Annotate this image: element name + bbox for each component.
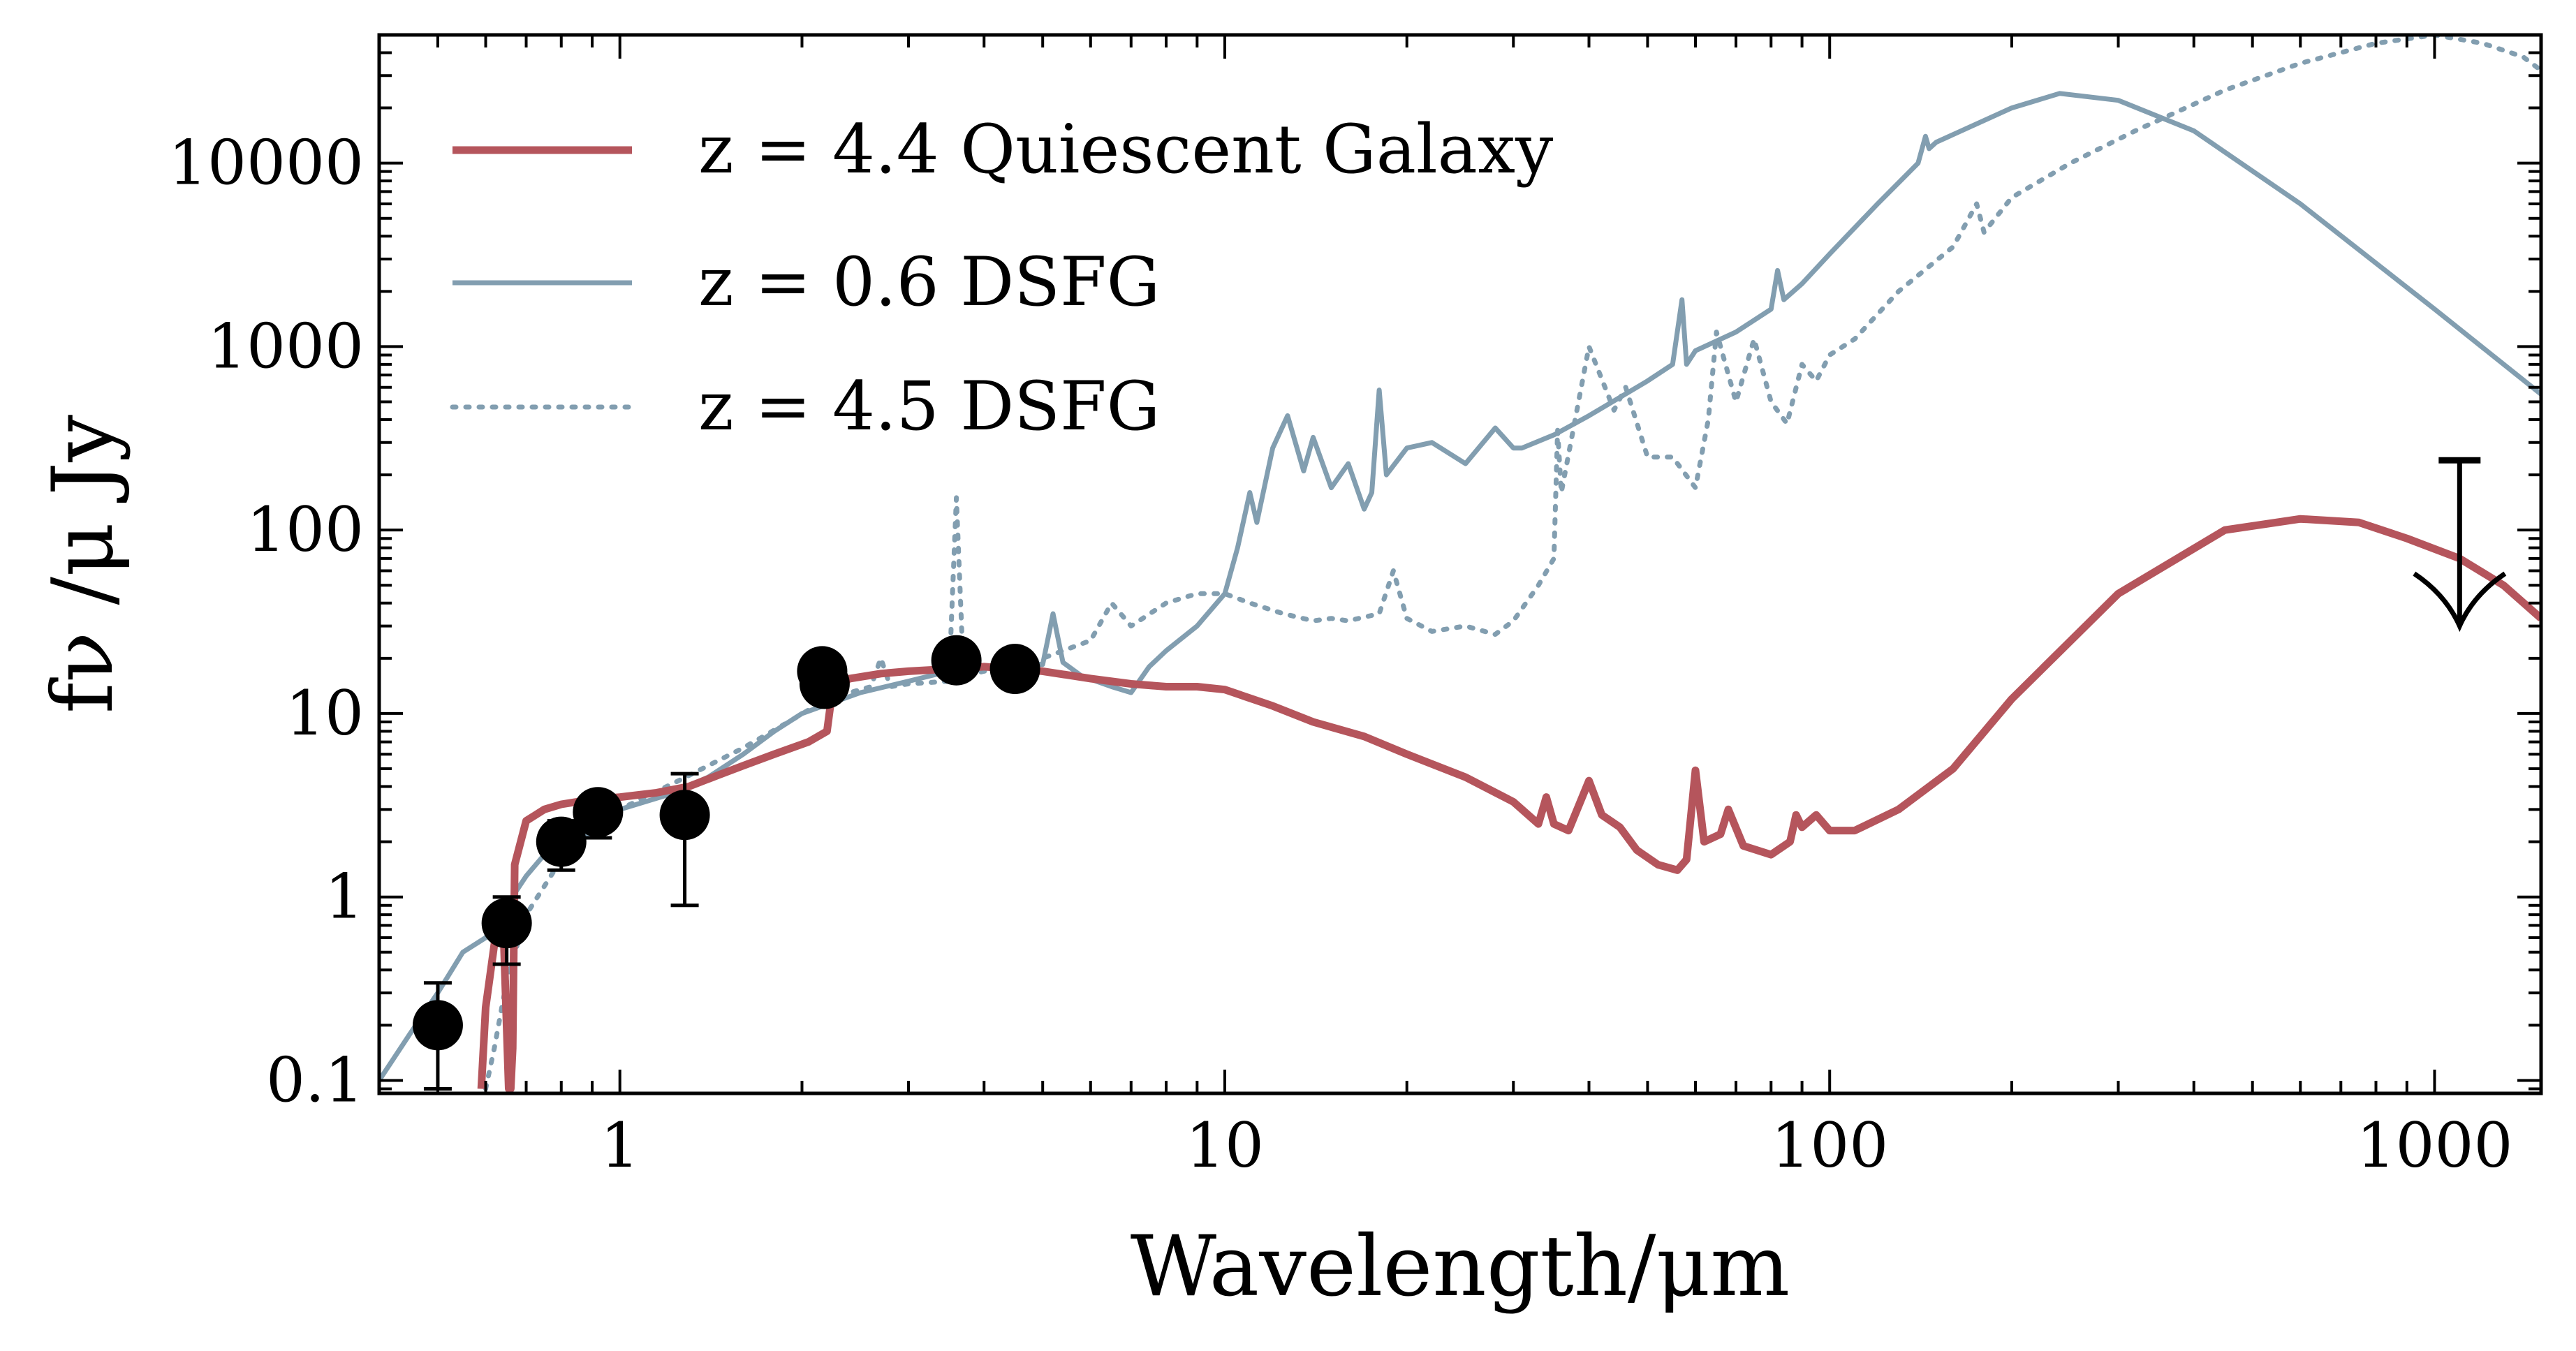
- y-axis-label: fν /μ Jy: [35, 415, 132, 714]
- x-tick-label: 1000: [2356, 1109, 2512, 1181]
- y-tick-label: 10: [286, 677, 364, 749]
- y-tick-label: 1: [325, 861, 364, 933]
- tick-labels-layer: 1 10 100 1000 0.1 1 10 100 1000 10000: [168, 127, 2512, 1181]
- ticks-layer: [378, 34, 2541, 1093]
- x-tick-label: 1: [601, 1109, 640, 1181]
- y-tick-label: 10000: [168, 127, 364, 199]
- upper-limit-arrowhead: [2413, 571, 2507, 633]
- data-point: [481, 898, 532, 949]
- data-point: [659, 790, 710, 841]
- legend-label: z = 4.4 Quiescent Galaxy: [698, 110, 1553, 189]
- series-line-2: [483, 35, 2541, 1091]
- data-point: [931, 635, 982, 686]
- y-tick-label: 100: [246, 494, 364, 566]
- series-line-1: [379, 91, 2541, 1082]
- data-point: [412, 1000, 463, 1051]
- data-point: [536, 816, 587, 867]
- series-line-0: [477, 515, 2541, 1093]
- legend-label: z = 0.6 DSFG: [698, 243, 1160, 321]
- data-point: [799, 658, 850, 709]
- plot-frame: [377, 33, 2543, 1095]
- data-point: [989, 644, 1040, 695]
- legend: z = 4.4 Quiescent Galaxy z = 0.6 DSFG z = …: [450, 110, 1553, 445]
- points-layer: [412, 457, 2507, 1091]
- x-axis-label: Wavelength/μm: [1131, 1218, 1790, 1315]
- x-tick-label: 100: [1771, 1109, 1888, 1181]
- y-tick-label: 1000: [207, 310, 364, 382]
- y-tick-label: 0.1: [266, 1044, 364, 1116]
- series-layer: [379, 35, 2541, 1093]
- x-tick-label: 10: [1186, 1109, 1264, 1181]
- data-point: [573, 787, 624, 838]
- legend-label: z = 4.5 DSFG: [698, 367, 1160, 445]
